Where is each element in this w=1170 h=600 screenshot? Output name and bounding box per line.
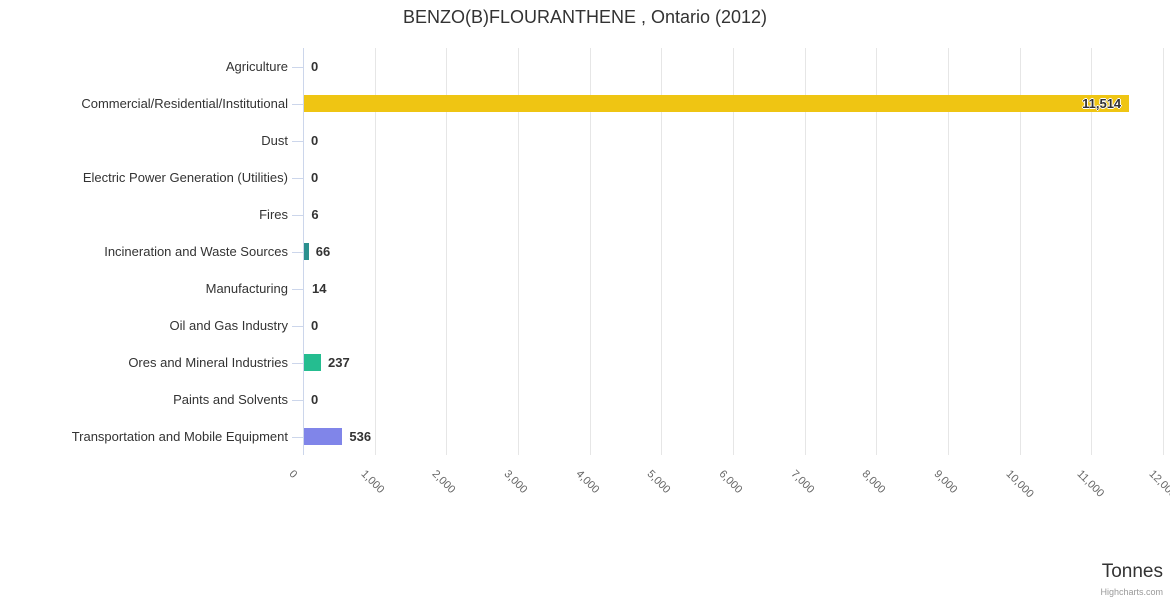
gridline	[446, 48, 448, 455]
gridline	[374, 48, 376, 455]
category-label: Paints and Solvents	[173, 391, 288, 407]
gridline	[1019, 48, 1021, 455]
category-tick-mark	[292, 140, 303, 142]
category-tick-mark	[292, 436, 303, 438]
value-label: 0	[311, 132, 319, 148]
value-label: 6	[311, 206, 319, 222]
value-label: 11,514	[1082, 95, 1122, 111]
category-tick-mark	[292, 325, 303, 327]
value-axis-tick-label: 12,000	[1146, 468, 1170, 501]
value-label: 66	[315, 243, 331, 259]
category-tick-mark	[292, 66, 303, 68]
value-label: 0	[311, 58, 319, 74]
category-tick-mark	[292, 214, 303, 216]
value-axis-tick-label: 4,000	[573, 468, 602, 496]
category-label: Incineration and Waste Sources	[104, 243, 288, 259]
value-axis-tick-label: 11,000	[1074, 468, 1107, 500]
value-axis-tick-label: 2,000	[429, 468, 458, 496]
value-axis-tick-label: 6,000	[716, 468, 745, 496]
category-label: Electric Power Generation (Utilities)	[82, 169, 288, 185]
value-label: 14	[312, 280, 327, 296]
bar[interactable]	[304, 95, 1130, 112]
category-label: Ores and Mineral Industries	[128, 354, 288, 370]
category-label: Commercial/Residential/Institutional	[81, 95, 288, 111]
category-tick-mark	[292, 399, 303, 401]
highcharts-credit-link[interactable]: Highcharts.com	[1100, 587, 1163, 597]
gridline	[518, 48, 519, 455]
value-label: 536	[349, 428, 372, 444]
value-axis-tick-label: 3,000	[501, 468, 530, 496]
chart-title: BENZO(B)FLOURANTHENE , Ontario (2012)	[402, 7, 768, 27]
gridline	[1163, 48, 1164, 455]
category-axis-line	[303, 48, 304, 455]
value-label: 0	[311, 169, 319, 185]
value-axis-tick-label: 10,000	[1003, 468, 1036, 501]
value-label: 237	[327, 354, 350, 370]
category-label: Manufacturing	[205, 280, 288, 296]
category-tick-mark	[292, 177, 303, 179]
bar[interactable]	[304, 243, 309, 260]
category-label: Oil and Gas Industry	[169, 317, 289, 333]
value-axis-tick-label: 9,000	[931, 468, 960, 496]
bar[interactable]	[304, 428, 343, 445]
value-label: 0	[311, 317, 319, 333]
gridline	[804, 48, 806, 455]
category-tick-mark	[292, 103, 303, 105]
category-label: Fires	[259, 206, 288, 222]
value-axis-tick-label: 0	[286, 468, 300, 481]
value-axis-tick-label: 7,000	[788, 468, 817, 496]
value-axis-tick-label: 8,000	[859, 468, 888, 496]
category-tick-mark	[292, 288, 303, 290]
gridline	[1091, 48, 1093, 455]
value-label: 0	[311, 391, 319, 407]
category-tick-mark	[292, 251, 303, 253]
gridline	[948, 48, 949, 455]
gridline	[589, 48, 591, 455]
category-label: Agriculture	[225, 58, 288, 74]
gridline	[661, 48, 663, 455]
category-label: Transportation and Mobile Equipment	[71, 428, 288, 444]
value-axis-tick-label: 1,000	[358, 468, 387, 496]
bar[interactable]	[304, 354, 321, 371]
category-tick-mark	[292, 362, 303, 364]
value-axis-title: Tonnes	[1101, 561, 1163, 582]
gridline	[733, 48, 734, 455]
value-axis-tick-label: 5,000	[644, 468, 673, 496]
gridline	[876, 48, 878, 455]
category-label: Dust	[261, 132, 288, 148]
